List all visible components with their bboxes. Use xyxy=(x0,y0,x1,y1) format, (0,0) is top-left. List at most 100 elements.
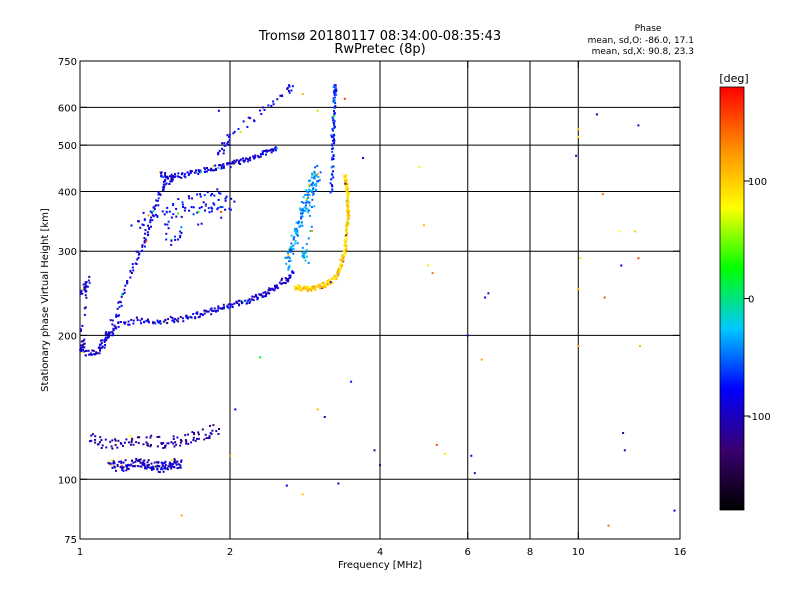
data-point xyxy=(332,139,334,142)
data-point xyxy=(169,175,171,178)
data-point xyxy=(231,303,234,306)
data-point xyxy=(332,118,335,121)
data-point xyxy=(320,287,323,289)
data-point xyxy=(94,438,97,441)
colorbar-gradient xyxy=(719,86,745,511)
data-point xyxy=(129,443,132,446)
data-point xyxy=(299,209,302,212)
data-point xyxy=(212,202,215,205)
data-point xyxy=(182,320,185,323)
data-point xyxy=(177,467,180,469)
data-point xyxy=(234,408,237,411)
data-point xyxy=(280,282,283,285)
data-point xyxy=(207,207,210,210)
data-point xyxy=(316,173,319,176)
data-point xyxy=(305,201,308,204)
data-point xyxy=(296,231,299,234)
data-point xyxy=(302,196,305,199)
data-point xyxy=(344,183,347,186)
data-point xyxy=(274,149,277,152)
data-point xyxy=(99,349,102,352)
data-point xyxy=(173,175,175,178)
data-point xyxy=(254,154,257,157)
data-point xyxy=(290,248,293,251)
data-point xyxy=(147,466,150,468)
data-point xyxy=(289,274,292,277)
data-point xyxy=(345,201,348,204)
data-point xyxy=(130,463,133,466)
data-point xyxy=(186,315,189,318)
data-point xyxy=(217,167,220,170)
data-point xyxy=(84,294,87,297)
data-point xyxy=(162,176,165,179)
data-point xyxy=(300,215,303,218)
data-point xyxy=(306,288,309,291)
data-point xyxy=(233,159,236,162)
data-point xyxy=(126,465,129,468)
data-point xyxy=(85,296,88,299)
data-point xyxy=(105,334,108,337)
data-point xyxy=(203,170,206,173)
data-point xyxy=(98,441,101,444)
data-point xyxy=(339,268,342,271)
data-point xyxy=(286,278,289,280)
data-point xyxy=(158,435,161,438)
data-point xyxy=(134,464,137,467)
x-tick-label: 16 xyxy=(674,547,687,558)
data-point xyxy=(295,228,298,231)
data-point xyxy=(139,461,142,464)
data-point xyxy=(179,230,182,233)
data-point xyxy=(123,441,126,444)
data-point xyxy=(333,91,336,94)
data-point xyxy=(280,94,283,97)
data-point xyxy=(139,458,142,461)
data-point xyxy=(106,337,109,340)
data-point xyxy=(228,207,231,210)
data-point xyxy=(319,171,322,174)
data-point xyxy=(331,147,334,150)
data-point xyxy=(91,349,94,352)
data-point xyxy=(331,150,334,153)
data-point xyxy=(263,295,266,298)
data-point xyxy=(208,435,211,438)
data-point xyxy=(213,307,216,310)
data-point xyxy=(227,141,230,144)
data-point xyxy=(121,293,123,296)
data-point xyxy=(335,88,337,91)
data-point xyxy=(136,250,139,253)
data-point xyxy=(152,466,155,469)
data-point xyxy=(171,175,174,177)
data-point xyxy=(245,302,248,305)
data-point xyxy=(89,352,92,355)
data-point xyxy=(211,207,214,210)
data-point xyxy=(127,323,130,326)
data-point xyxy=(255,295,258,298)
data-point xyxy=(100,342,103,345)
data-point xyxy=(315,174,318,177)
data-point xyxy=(98,352,101,355)
data-point xyxy=(337,482,340,485)
data-point xyxy=(164,460,167,463)
data-point xyxy=(325,285,328,287)
data-point xyxy=(127,467,130,470)
data-point xyxy=(208,437,211,439)
data-point xyxy=(152,210,155,212)
data-point xyxy=(156,445,159,448)
data-point xyxy=(219,206,222,209)
data-point xyxy=(295,288,297,291)
data-point xyxy=(161,468,164,471)
data-point xyxy=(301,255,304,258)
data-point xyxy=(334,274,337,277)
data-point xyxy=(300,201,303,203)
data-point xyxy=(168,210,171,213)
data-point xyxy=(196,193,199,196)
data-point xyxy=(95,352,97,355)
data-point xyxy=(224,208,227,211)
data-point xyxy=(114,444,117,446)
data-point xyxy=(164,172,167,175)
data-point xyxy=(261,295,264,298)
data-point xyxy=(186,171,189,174)
data-point xyxy=(204,209,206,212)
data-point xyxy=(118,314,120,317)
data-point xyxy=(233,302,236,305)
